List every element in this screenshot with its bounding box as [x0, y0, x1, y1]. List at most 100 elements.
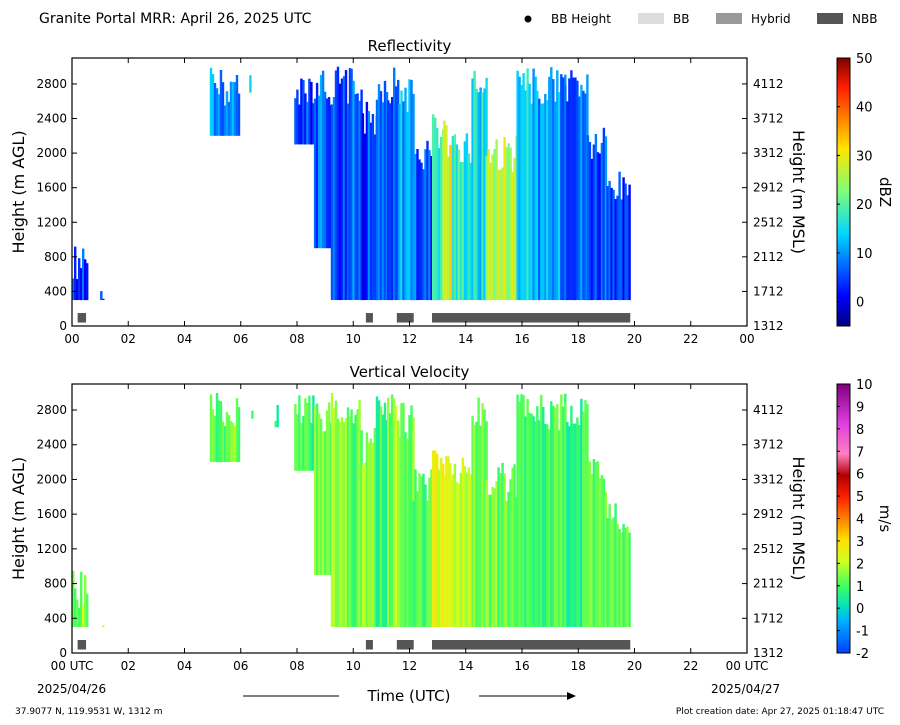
echo-column: [440, 136, 443, 301]
x-tick-label: 22: [683, 659, 698, 673]
precip-type-bar: [365, 313, 373, 323]
y-axis-label: Height (m AGL): [9, 130, 28, 253]
echo-column: [509, 479, 512, 627]
echo-column: [327, 97, 331, 249]
echo-column: [428, 150, 431, 301]
echo-column: [544, 423, 547, 627]
y2-tick-label: 1712: [753, 611, 784, 625]
echo-column: [393, 67, 396, 300]
echo-column: [418, 159, 421, 300]
x-tick-label: 12: [402, 332, 417, 346]
echo-column: [300, 423, 303, 471]
echo-column: [580, 84, 583, 301]
echo-column: [582, 411, 585, 627]
echo-column: [356, 93, 359, 301]
echo-column: [375, 99, 379, 301]
echo-column: [317, 413, 321, 575]
echo-column: [570, 405, 573, 627]
colorbar-tick-label: 0: [856, 602, 864, 617]
x-tick-label: 10: [346, 332, 361, 346]
echo-column: [445, 456, 448, 627]
echo-column: [334, 400, 338, 627]
echo-column: [604, 136, 608, 301]
precip-type-bar: [432, 313, 631, 323]
echo-column: [215, 88, 219, 136]
echo-column: [528, 83, 531, 301]
echo-column: [522, 395, 525, 627]
echo-column: [592, 459, 596, 627]
echo-column: [459, 162, 463, 301]
echo-column: [229, 81, 233, 136]
echo-column: [626, 526, 629, 627]
echo-column: [321, 70, 325, 249]
echo-column: [610, 187, 613, 301]
precip-type-legend: BB Height BB Hybrid NBB: [524, 12, 877, 26]
echo-column: [568, 78, 571, 301]
echo-column: [536, 90, 539, 301]
echo-column: [373, 134, 377, 300]
y-tick-label: 2000: [36, 146, 67, 160]
echo-column: [485, 155, 488, 300]
echo-column: [78, 258, 81, 300]
y-tick-label: 1600: [36, 507, 67, 521]
echo-column: [404, 87, 407, 301]
x-tick-label: 18: [571, 659, 586, 673]
x-tick-label: 12: [402, 659, 417, 673]
y2-tick-label: 2512: [753, 542, 784, 556]
echo-column: [336, 66, 340, 300]
echo-column: [379, 406, 383, 627]
echo-column: [393, 398, 396, 627]
echo-column: [298, 104, 301, 145]
echo-column: [481, 403, 484, 627]
echo-column: [313, 98, 317, 249]
echo-column: [74, 588, 77, 627]
echo-column: [356, 409, 359, 627]
echo-column: [507, 491, 510, 627]
echo-column: [82, 604, 85, 627]
echo-column: [434, 450, 437, 627]
echo-column: [560, 394, 563, 627]
x-tick-label: 14: [458, 332, 473, 346]
y2-axis-label: Height (m MSL): [789, 456, 808, 580]
echo-column: [312, 103, 315, 145]
echo-column: [84, 259, 87, 301]
echo-column: [594, 134, 598, 301]
echo-column: [348, 68, 352, 301]
echo-column: [319, 75, 323, 249]
echo-column: [550, 401, 553, 627]
echo-column: [310, 81, 313, 145]
echo-column: [501, 167, 504, 301]
colorbar-tick-label: -1: [856, 625, 869, 640]
colorbar-tick-label: 4: [856, 513, 864, 528]
echo-column: [618, 529, 621, 627]
echo-column: [363, 133, 367, 301]
creation-date: Plot creation date: Apr 27, 2025 01:18:4…: [676, 707, 884, 717]
y-tick-label: 1200: [36, 215, 67, 229]
echo-column: [395, 406, 398, 627]
echo-column: [443, 120, 446, 300]
y2-tick-label: 4112: [753, 77, 784, 91]
echo-column: [373, 428, 377, 627]
colorbar-label: dBZ: [876, 177, 894, 207]
echo-column: [604, 492, 608, 627]
echo-column: [294, 404, 297, 471]
echo-column: [102, 625, 105, 627]
legend-swatch: [817, 13, 843, 24]
echo-column: [344, 418, 348, 627]
echo-column: [391, 97, 394, 301]
echo-column: [574, 77, 577, 301]
colorbar-tick-label: 40: [856, 101, 873, 116]
echo-column: [430, 469, 433, 627]
echo-column: [361, 465, 365, 627]
echo-column: [479, 87, 482, 301]
legend-label: BB Height: [551, 12, 611, 26]
echo-column: [477, 397, 480, 627]
echo-column: [485, 479, 488, 627]
echo-column: [620, 199, 623, 301]
echo-column: [313, 405, 317, 575]
echo-column: [451, 136, 455, 301]
echo-column: [489, 494, 492, 627]
colorbar-label: m/s: [876, 505, 894, 533]
echo-column: [566, 421, 569, 627]
echo-column: [395, 86, 398, 301]
